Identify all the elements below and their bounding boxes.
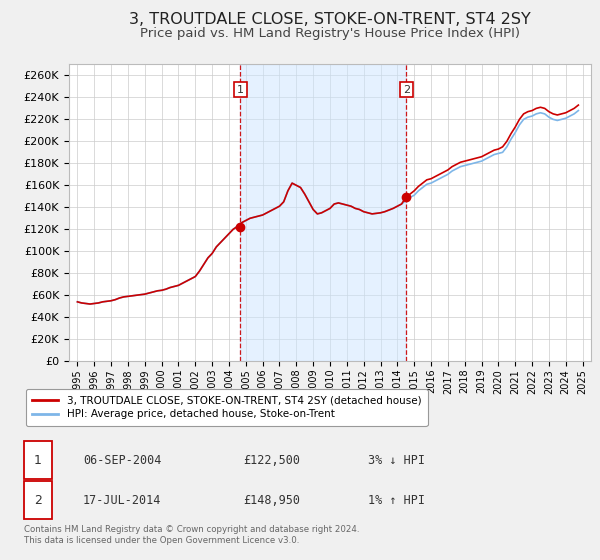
Text: 1: 1 bbox=[237, 85, 244, 95]
Text: 06-SEP-2004: 06-SEP-2004 bbox=[83, 454, 161, 466]
FancyBboxPatch shape bbox=[23, 481, 52, 519]
Text: 2: 2 bbox=[34, 494, 41, 507]
Text: Contains HM Land Registry data © Crown copyright and database right 2024.
This d: Contains HM Land Registry data © Crown c… bbox=[23, 525, 359, 545]
Text: Price paid vs. HM Land Registry's House Price Index (HPI): Price paid vs. HM Land Registry's House … bbox=[140, 27, 520, 40]
Text: 1% ↑ HPI: 1% ↑ HPI bbox=[368, 494, 425, 507]
FancyBboxPatch shape bbox=[23, 441, 52, 479]
Text: 17-JUL-2014: 17-JUL-2014 bbox=[83, 494, 161, 507]
Legend: 3, TROUTDALE CLOSE, STOKE-ON-TRENT, ST4 2SY (detached house), HPI: Average price: 3, TROUTDALE CLOSE, STOKE-ON-TRENT, ST4 … bbox=[26, 389, 428, 426]
Text: 3, TROUTDALE CLOSE, STOKE-ON-TRENT, ST4 2SY: 3, TROUTDALE CLOSE, STOKE-ON-TRENT, ST4 … bbox=[129, 12, 531, 27]
Text: 3% ↓ HPI: 3% ↓ HPI bbox=[368, 454, 425, 466]
Bar bbox=[240, 64, 406, 361]
Text: £148,950: £148,950 bbox=[244, 494, 301, 507]
Text: 1: 1 bbox=[34, 454, 41, 466]
Text: £122,500: £122,500 bbox=[244, 454, 301, 466]
Text: 2: 2 bbox=[403, 85, 410, 95]
